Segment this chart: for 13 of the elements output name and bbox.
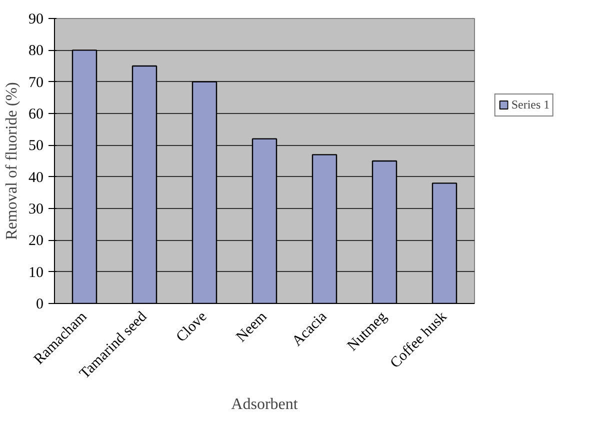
y-tick-label: 90	[28, 12, 44, 28]
y-tick-label: 40	[28, 170, 44, 186]
x-axis-title: Adsorbent	[231, 396, 298, 413]
y-tick-label: 10	[28, 264, 44, 281]
y-axis-title: Removal of fluoride (%)	[4, 82, 20, 240]
y-tick-label: 20	[28, 233, 44, 250]
y-tick-label: 30	[28, 202, 44, 218]
y-tick-label: 60	[28, 106, 44, 122]
legend-label: Series 1	[511, 97, 550, 112]
y-tick-label: 0	[36, 296, 44, 312]
y-tick-label: 50	[28, 138, 44, 154]
y-tick-label: 80	[28, 43, 44, 60]
y-tick-label: 70	[28, 74, 44, 91]
